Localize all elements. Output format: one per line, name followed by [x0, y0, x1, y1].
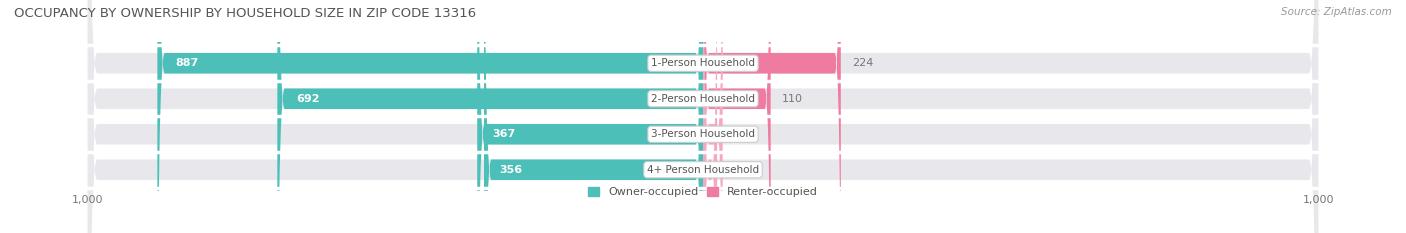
FancyBboxPatch shape — [703, 0, 717, 233]
Text: 3-Person Household: 3-Person Household — [651, 129, 755, 139]
Text: 356: 356 — [499, 165, 523, 175]
Text: 367: 367 — [492, 129, 516, 139]
Text: 32: 32 — [734, 129, 748, 139]
Text: OCCUPANCY BY OWNERSHIP BY HOUSEHOLD SIZE IN ZIP CODE 13316: OCCUPANCY BY OWNERSHIP BY HOUSEHOLD SIZE… — [14, 7, 477, 20]
Text: 2-Person Household: 2-Person Household — [651, 94, 755, 104]
Text: 110: 110 — [782, 94, 803, 104]
Text: 4+ Person Household: 4+ Person Household — [647, 165, 759, 175]
FancyBboxPatch shape — [703, 0, 770, 233]
Text: Source: ZipAtlas.com: Source: ZipAtlas.com — [1281, 7, 1392, 17]
FancyBboxPatch shape — [477, 0, 703, 233]
FancyBboxPatch shape — [703, 0, 841, 233]
FancyBboxPatch shape — [87, 0, 1319, 233]
FancyBboxPatch shape — [87, 0, 1319, 233]
Text: 692: 692 — [295, 94, 319, 104]
FancyBboxPatch shape — [703, 0, 723, 233]
Legend: Owner-occupied, Renter-occupied: Owner-occupied, Renter-occupied — [588, 187, 818, 197]
Text: 224: 224 — [852, 58, 873, 68]
Text: 887: 887 — [176, 58, 200, 68]
Text: 23: 23 — [728, 165, 742, 175]
FancyBboxPatch shape — [157, 0, 703, 233]
FancyBboxPatch shape — [277, 0, 703, 233]
FancyBboxPatch shape — [484, 0, 703, 233]
FancyBboxPatch shape — [87, 0, 1319, 233]
FancyBboxPatch shape — [87, 0, 1319, 233]
Text: 1-Person Household: 1-Person Household — [651, 58, 755, 68]
